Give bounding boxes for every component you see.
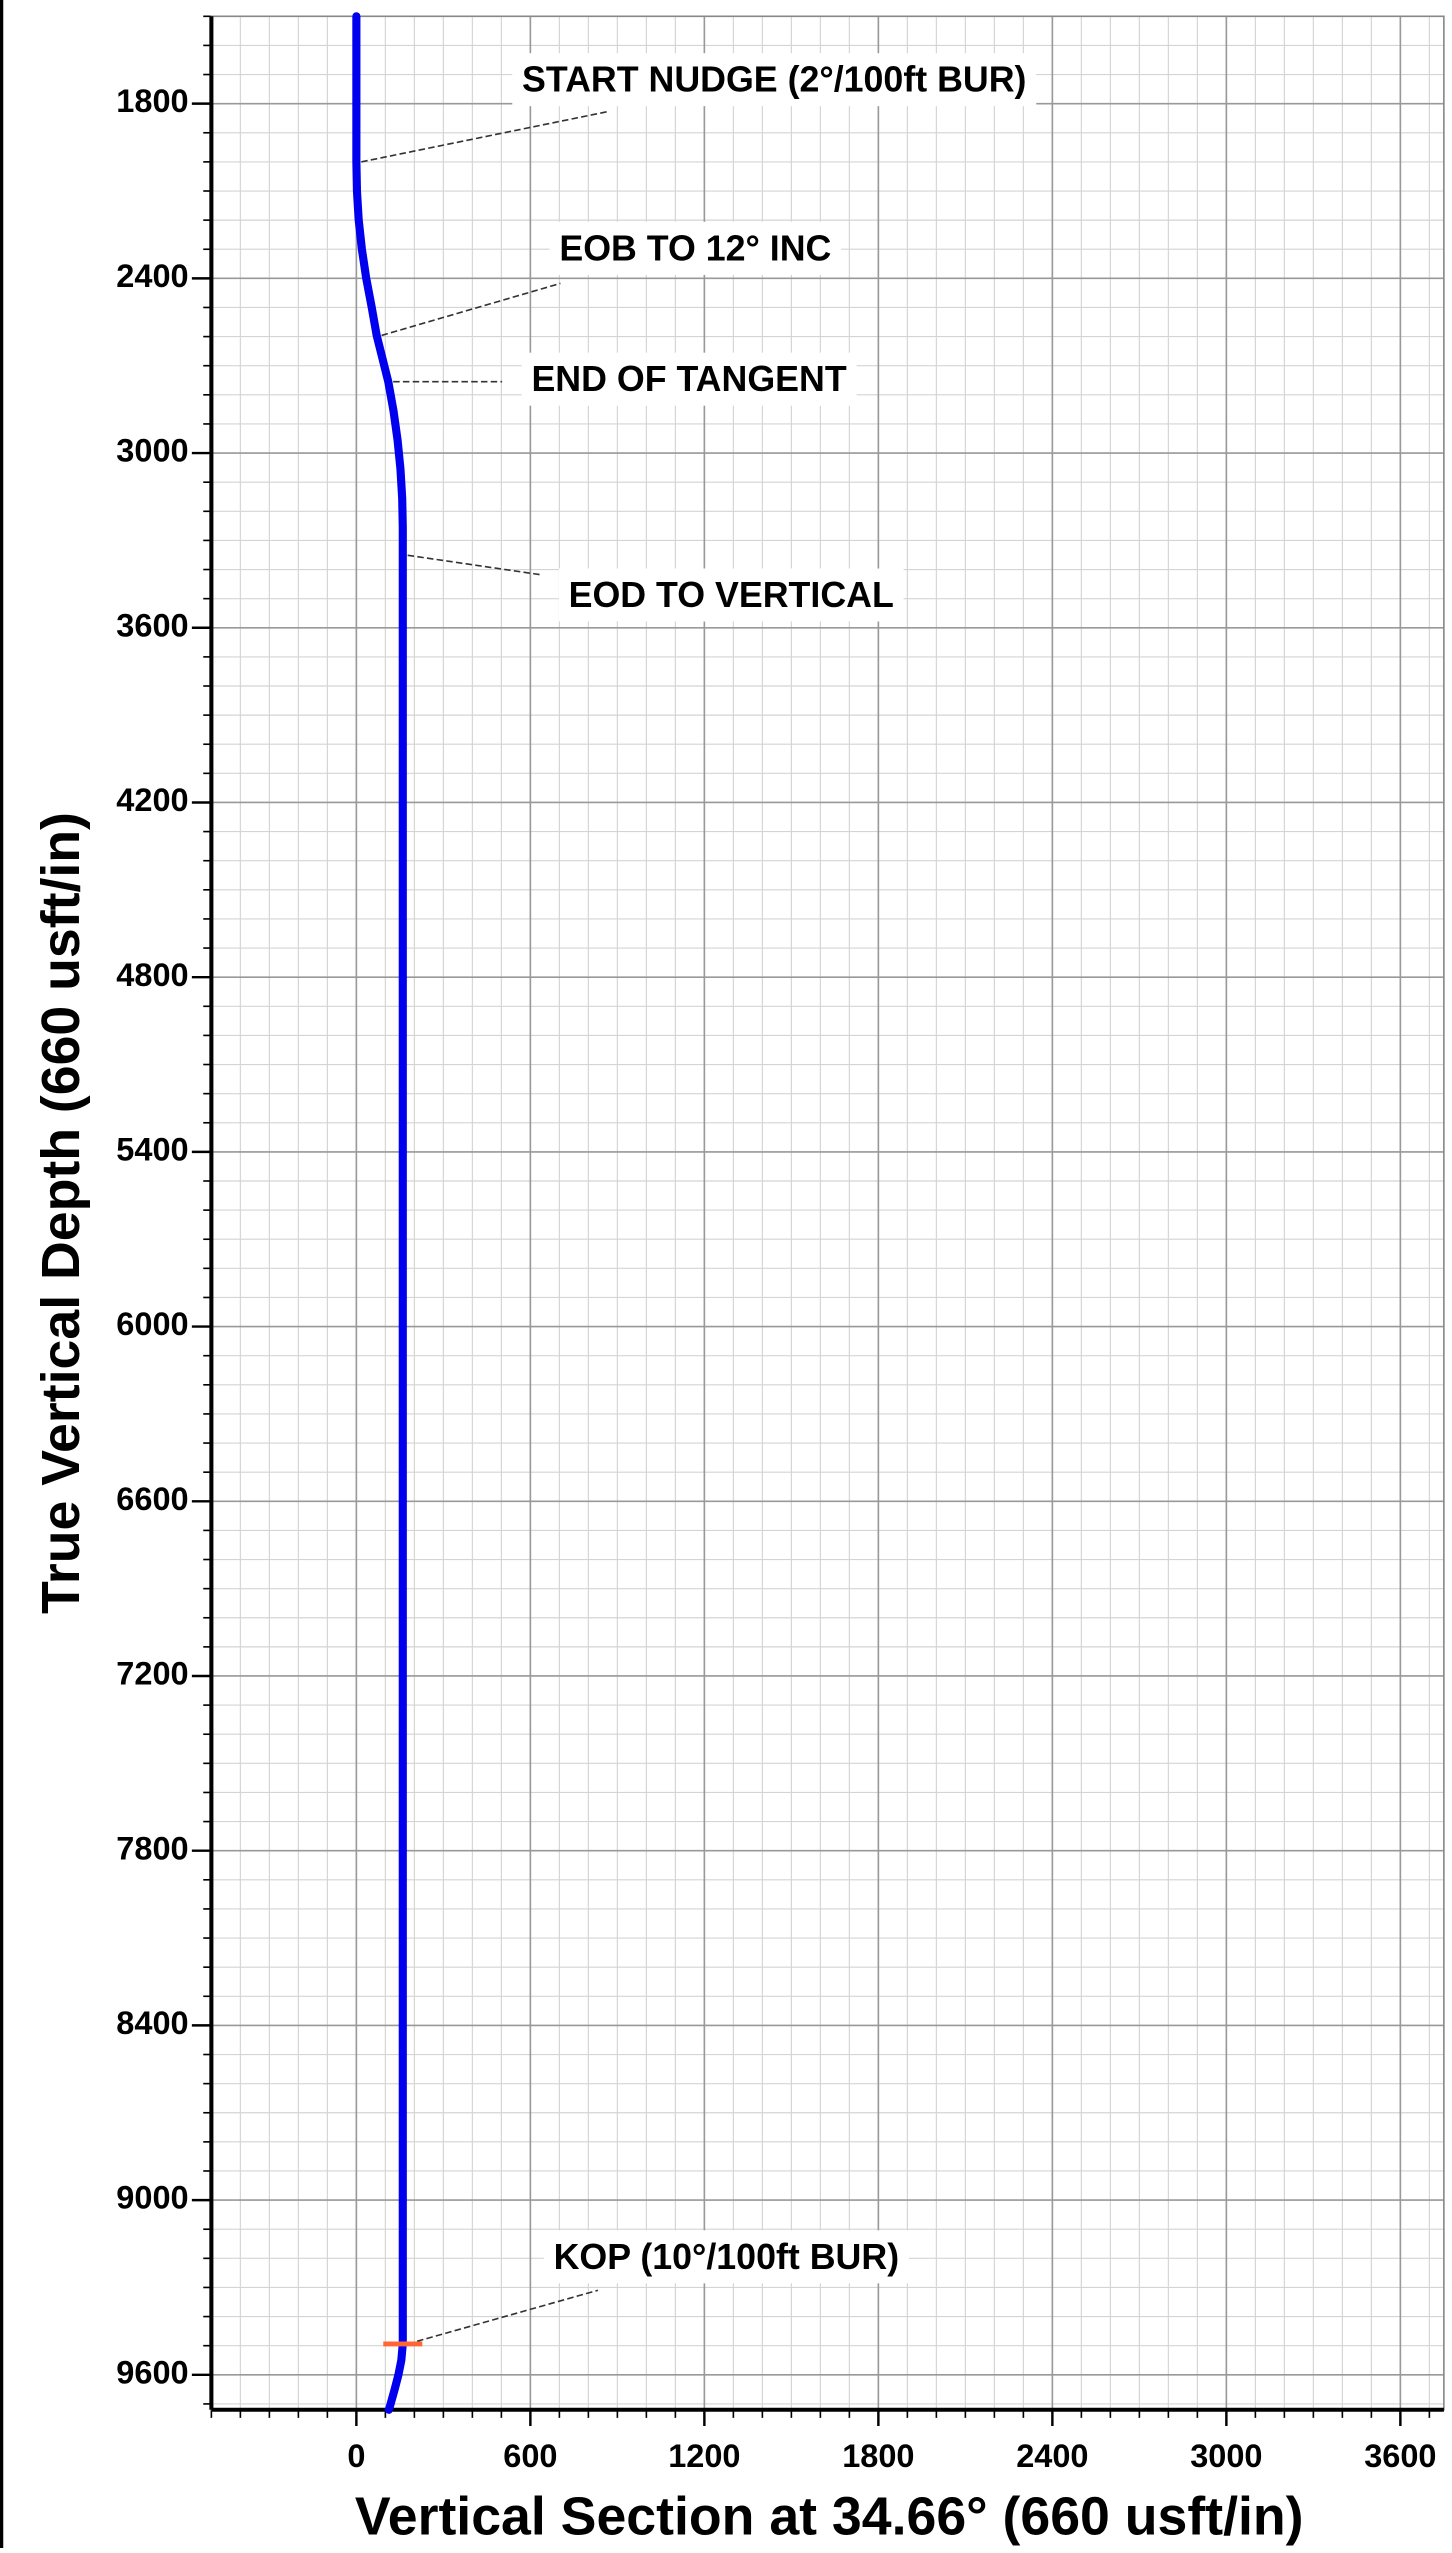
annotation-box <box>543 2230 909 2284</box>
x-tick-label: 3000 <box>1190 2438 1262 2474</box>
x-tick-label: 3600 <box>1364 2438 1436 2474</box>
annotation: EOD TO VERTICAL <box>569 575 894 615</box>
y-tick-label: 2400 <box>116 258 188 294</box>
annotation: END OF TANGENT <box>531 359 846 399</box>
leader-line <box>361 110 609 163</box>
y-tick-label: 7800 <box>116 1830 188 1866</box>
y-tick-label: 4200 <box>116 782 188 818</box>
annotation: KOP (10°/100ft BUR) <box>554 2237 900 2277</box>
annotation-box <box>558 568 904 622</box>
y-tick-label: 4800 <box>116 957 188 993</box>
y-tick-label: 3600 <box>116 607 188 643</box>
x-axis-title: Vertical Section at 34.66° (660 usft/in) <box>355 2486 1304 2546</box>
y-tick-label: 8400 <box>116 2005 188 2041</box>
y-tick-label: 9600 <box>116 2354 188 2390</box>
x-tick-label: 0 <box>347 2438 365 2474</box>
y-tick-label: 9000 <box>116 2180 188 2216</box>
x-tick-label: 2400 <box>1016 2438 1088 2474</box>
marks <box>352 12 609 2414</box>
leader-line <box>381 282 561 337</box>
annotation-box <box>521 352 857 406</box>
y-tick-label: 1800 <box>116 83 188 119</box>
x-tick-label: 600 <box>503 2438 557 2474</box>
annotation-box <box>549 221 842 275</box>
annotation: START NUDGE (2°/100ft BUR) <box>522 60 1026 100</box>
leader-line <box>407 2289 599 2345</box>
y-tick-label: 6600 <box>116 1481 188 1517</box>
y-tick-label: 7200 <box>116 1656 188 1692</box>
well-path <box>352 12 407 2414</box>
y-axis-title: True Vertical Depth (660 usft/in) <box>31 812 91 1614</box>
x-tick-label: 1800 <box>842 2438 914 2474</box>
y-tick-label: 3000 <box>116 433 188 469</box>
annotation-box <box>512 53 1037 107</box>
grid <box>191 15 1445 2427</box>
y-tick-label: 6000 <box>116 1306 188 1342</box>
annotation: EOB TO 12° INC <box>559 228 831 268</box>
leader-line <box>407 554 542 576</box>
x-tick-label: 1200 <box>668 2438 740 2474</box>
y-tick-label: 5400 <box>116 1131 188 1167</box>
